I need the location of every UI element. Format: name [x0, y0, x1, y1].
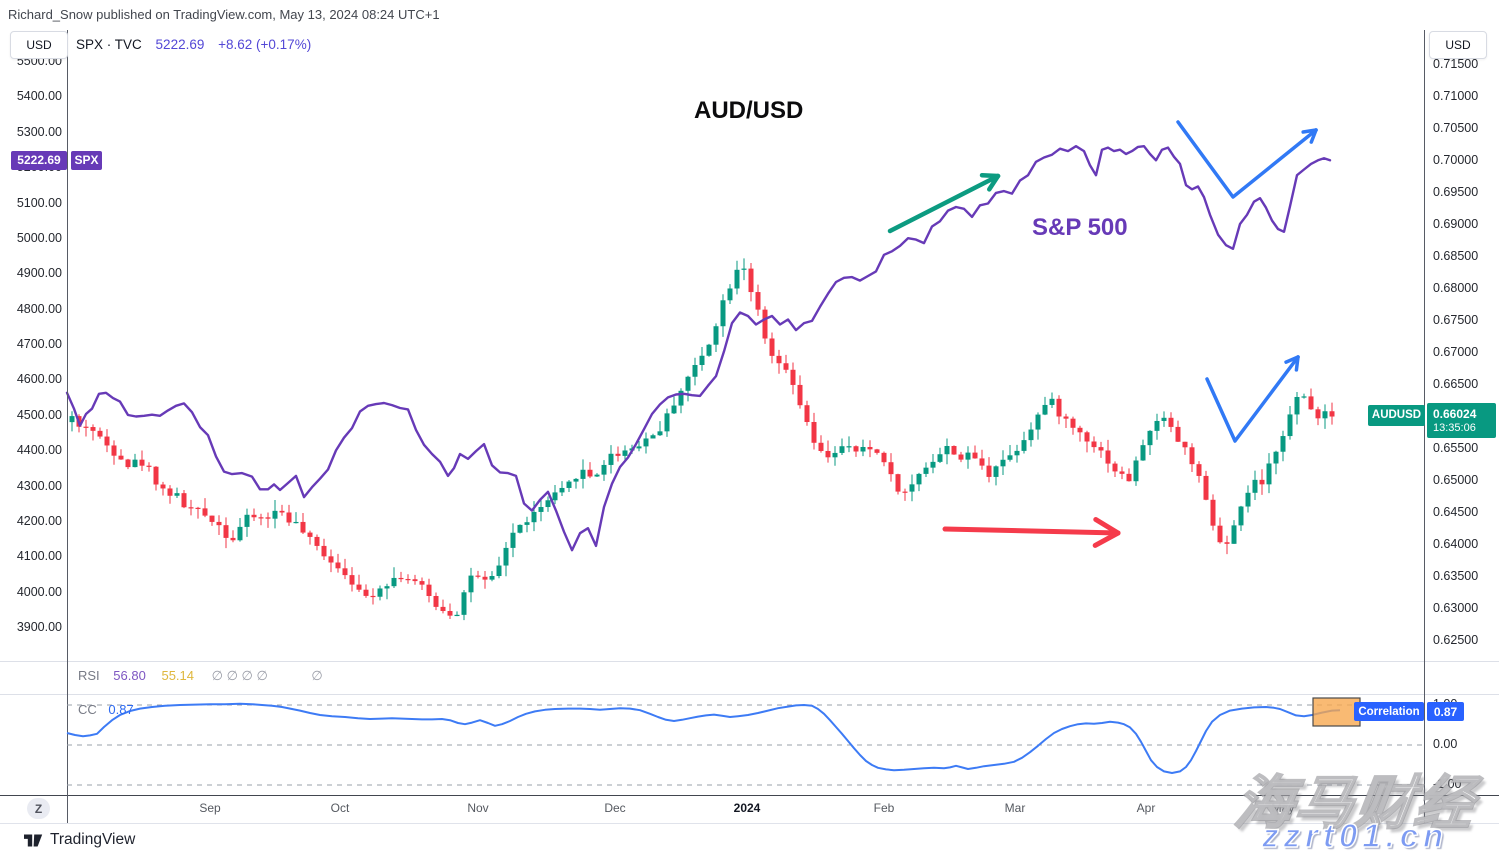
cc-axis-label: -1.00	[1433, 777, 1462, 791]
time-axis-label-feb[interactable]: Feb	[873, 801, 895, 815]
right-axis-label: 0.64000	[1433, 537, 1479, 551]
symbol-legend[interactable]: SPX · TVC 5222.69 +8.62 (+0.17%)	[76, 37, 311, 52]
left-axis-label: 3900.00	[16, 620, 62, 634]
spx-price-badge: 5222.69	[11, 150, 67, 170]
left-axis-label: 4900.00	[16, 266, 62, 281]
rsi-empty-value-far: ∅	[311, 668, 323, 683]
rsi-legend[interactable]: RSI 56.80 55.14 ∅ ∅ ∅ ∅ ∅	[78, 668, 323, 684]
audusd-price-badge: 0.66024 13:35:06	[1427, 403, 1496, 439]
rsi-name[interactable]: RSI	[78, 668, 100, 683]
correlation-tag-badge: Correlation	[1354, 702, 1424, 721]
time-axis-label-dec[interactable]: Dec	[604, 801, 626, 815]
left-axis-label: 5000.00	[16, 230, 62, 245]
teal-up-arrow	[887, 172, 1001, 234]
cc-name[interactable]: CC	[78, 702, 97, 717]
right-axis-label: 0.62500	[1433, 633, 1479, 647]
right-axis-label: 0.63000	[1433, 601, 1479, 615]
left-axis-label: 4600.00	[16, 372, 62, 387]
time-axis-label-sep[interactable]: Sep	[199, 801, 221, 815]
left-axis-currency-button[interactable]: USD	[10, 31, 68, 59]
time-axis-label-mar[interactable]: Mar	[1004, 801, 1026, 815]
highlight-selection-box	[1312, 697, 1361, 727]
left-axis-label: 4800.00	[16, 301, 62, 316]
left-axis-label: 4400.00	[16, 443, 62, 458]
right-axis-label: 0.67500	[1433, 313, 1479, 327]
right-axis-label: 0.67000	[1433, 345, 1479, 359]
rsi-value-2: 55.14	[161, 668, 195, 683]
right-axis-label: 0.71500	[1433, 57, 1479, 71]
publish-info: Richard_Snow published on TradingView.co…	[8, 7, 440, 22]
right-axis-label: 0.70000	[1433, 153, 1479, 167]
left-axis-label: 4000.00	[16, 584, 62, 599]
time-axis-label-oct[interactable]: Oct	[330, 801, 350, 815]
left-axis-label: 4700.00	[16, 337, 62, 351]
symbol-name[interactable]: SPX · TVC	[76, 37, 142, 52]
red-flat-arrow	[942, 517, 1121, 548]
right-axis-label: 0.65500	[1433, 441, 1479, 455]
audusd-last-time: 13:35:06	[1433, 421, 1476, 434]
right-axis-label: 0.65000	[1433, 473, 1479, 487]
blue-v-arrow-lower	[1205, 355, 1300, 443]
cc-legend[interactable]: CC 0.87	[78, 702, 134, 717]
tradingview-footer[interactable]: TradingView	[24, 831, 135, 849]
right-axis-label: 0.63500	[1433, 569, 1479, 583]
timezone-button[interactable]: Z	[27, 798, 50, 819]
symbol-change: +8.62 (+0.17%)	[218, 37, 312, 52]
rsi-empty-values: ∅ ∅ ∅ ∅	[211, 668, 268, 683]
time-axis-label-may[interactable]: May	[1271, 801, 1295, 815]
cc-value: 0.87	[108, 702, 134, 717]
spx-series-tag-badge: SPX	[71, 150, 102, 170]
left-axis-label: 4500.00	[16, 407, 62, 422]
rsi-value-1: 56.80	[113, 668, 146, 683]
spx-line	[65, 145, 1332, 552]
right-axis-currency-button[interactable]: USD	[1429, 31, 1487, 59]
right-axis-label: 0.71000	[1433, 89, 1479, 103]
left-axis-label: 5300.00	[16, 124, 62, 139]
audusd-last-price: 0.66024	[1433, 406, 1477, 421]
time-axis-label-apr[interactable]: Apr	[1136, 801, 1156, 815]
left-axis-label: 5400.00	[16, 89, 62, 104]
tradingview-brand-text[interactable]: TradingView	[50, 831, 136, 848]
left-axis-label: 4300.00	[16, 478, 62, 493]
blue-v-arrow-top	[1176, 120, 1318, 199]
right-axis-label: 0.64500	[1433, 505, 1479, 519]
right-axis-label: 0.66500	[1433, 377, 1479, 391]
time-axis-label-nov[interactable]: Nov	[467, 801, 489, 815]
audusd-candles	[69, 258, 1335, 621]
left-axis-label: 5100.00	[16, 195, 62, 210]
left-axis-label: 4100.00	[16, 549, 62, 564]
right-axis-label: 0.68500	[1433, 249, 1479, 263]
right-axis-label: 0.70500	[1433, 121, 1479, 135]
right-axis-label: 0.68000	[1433, 281, 1479, 295]
audusd-series-tag-badge: AUDUSD	[1368, 404, 1425, 426]
sp500-label-annotation[interactable]: S&P 500	[1032, 214, 1128, 241]
correlation-value-badge: 0.87	[1427, 702, 1464, 721]
cc-axis-label: 0.00	[1433, 737, 1458, 751]
audusd-title-annotation[interactable]: AUD/USD	[694, 97, 804, 124]
correlation-line	[66, 702, 1341, 774]
right-axis-label: 0.69500	[1433, 185, 1479, 199]
symbol-last-price: 5222.69	[155, 37, 205, 52]
right-axis-label: 0.69000	[1433, 217, 1479, 231]
tradingview-logo-icon	[24, 833, 43, 848]
time-axis-label-2024[interactable]: 2024	[733, 801, 761, 815]
left-axis-label: 4200.00	[16, 513, 62, 528]
